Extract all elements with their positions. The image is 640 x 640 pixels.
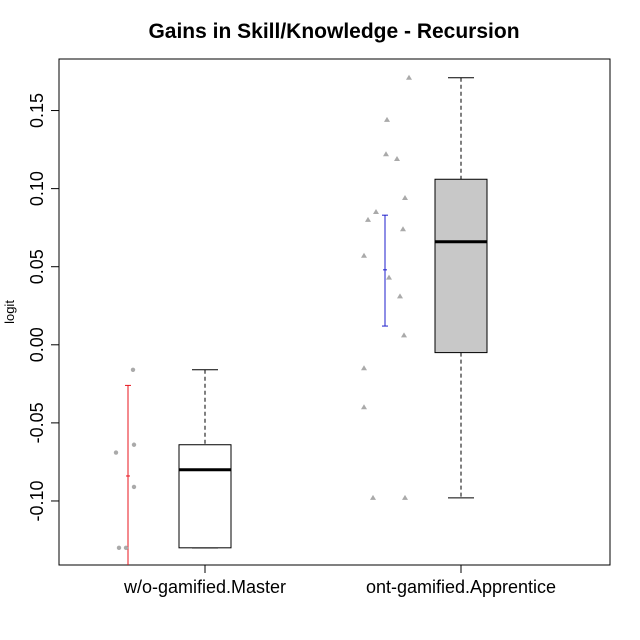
data-point (402, 494, 408, 500)
data-point (361, 365, 367, 371)
y-tick-label: 0.10 (27, 171, 47, 206)
y-tick-label: 0.05 (27, 249, 47, 284)
data-point (406, 74, 412, 80)
box-iqr (178, 444, 232, 549)
data-point (361, 404, 367, 410)
data-point (402, 194, 408, 200)
data-point (123, 545, 129, 551)
data-point (370, 494, 376, 500)
data-point (361, 252, 367, 258)
data-point (384, 116, 390, 122)
data-point (131, 442, 137, 447)
data-point (401, 332, 407, 338)
box-iqr (434, 178, 488, 354)
data-point (383, 151, 389, 157)
x-tick-label: w/o-gamified.Master (123, 577, 286, 597)
point-series (113, 74, 412, 551)
plot-frame (58, 58, 611, 566)
data-point (116, 545, 122, 551)
data-point (400, 226, 406, 232)
data-point (394, 155, 400, 161)
y-axis: -0.10 -0.05 0.00 0.05 0.10 0.15 (27, 93, 60, 521)
data-point (131, 484, 137, 490)
y-tick-label: 0.15 (27, 93, 47, 128)
y-tick-label: 0.00 (27, 327, 47, 362)
data-point (365, 216, 371, 222)
y-tick-label: -0.05 (27, 402, 47, 443)
x-axis: w/o-gamified.Master ont-gamified.Apprenti… (123, 564, 556, 597)
box-series (178, 77, 488, 549)
y-axis-title: logit (2, 300, 17, 324)
x-tick-label: ont-gamified.Apprentice (366, 577, 556, 597)
y-tick-label: -0.10 (27, 480, 47, 521)
data-point (397, 293, 403, 299)
data-point (113, 450, 119, 455)
data-point (386, 274, 392, 280)
chart-title: Gains in Skill/Knowledge - Recursion (148, 20, 519, 43)
mean-ci-series (125, 214, 388, 565)
data-point (373, 209, 379, 215)
data-point (130, 367, 136, 372)
